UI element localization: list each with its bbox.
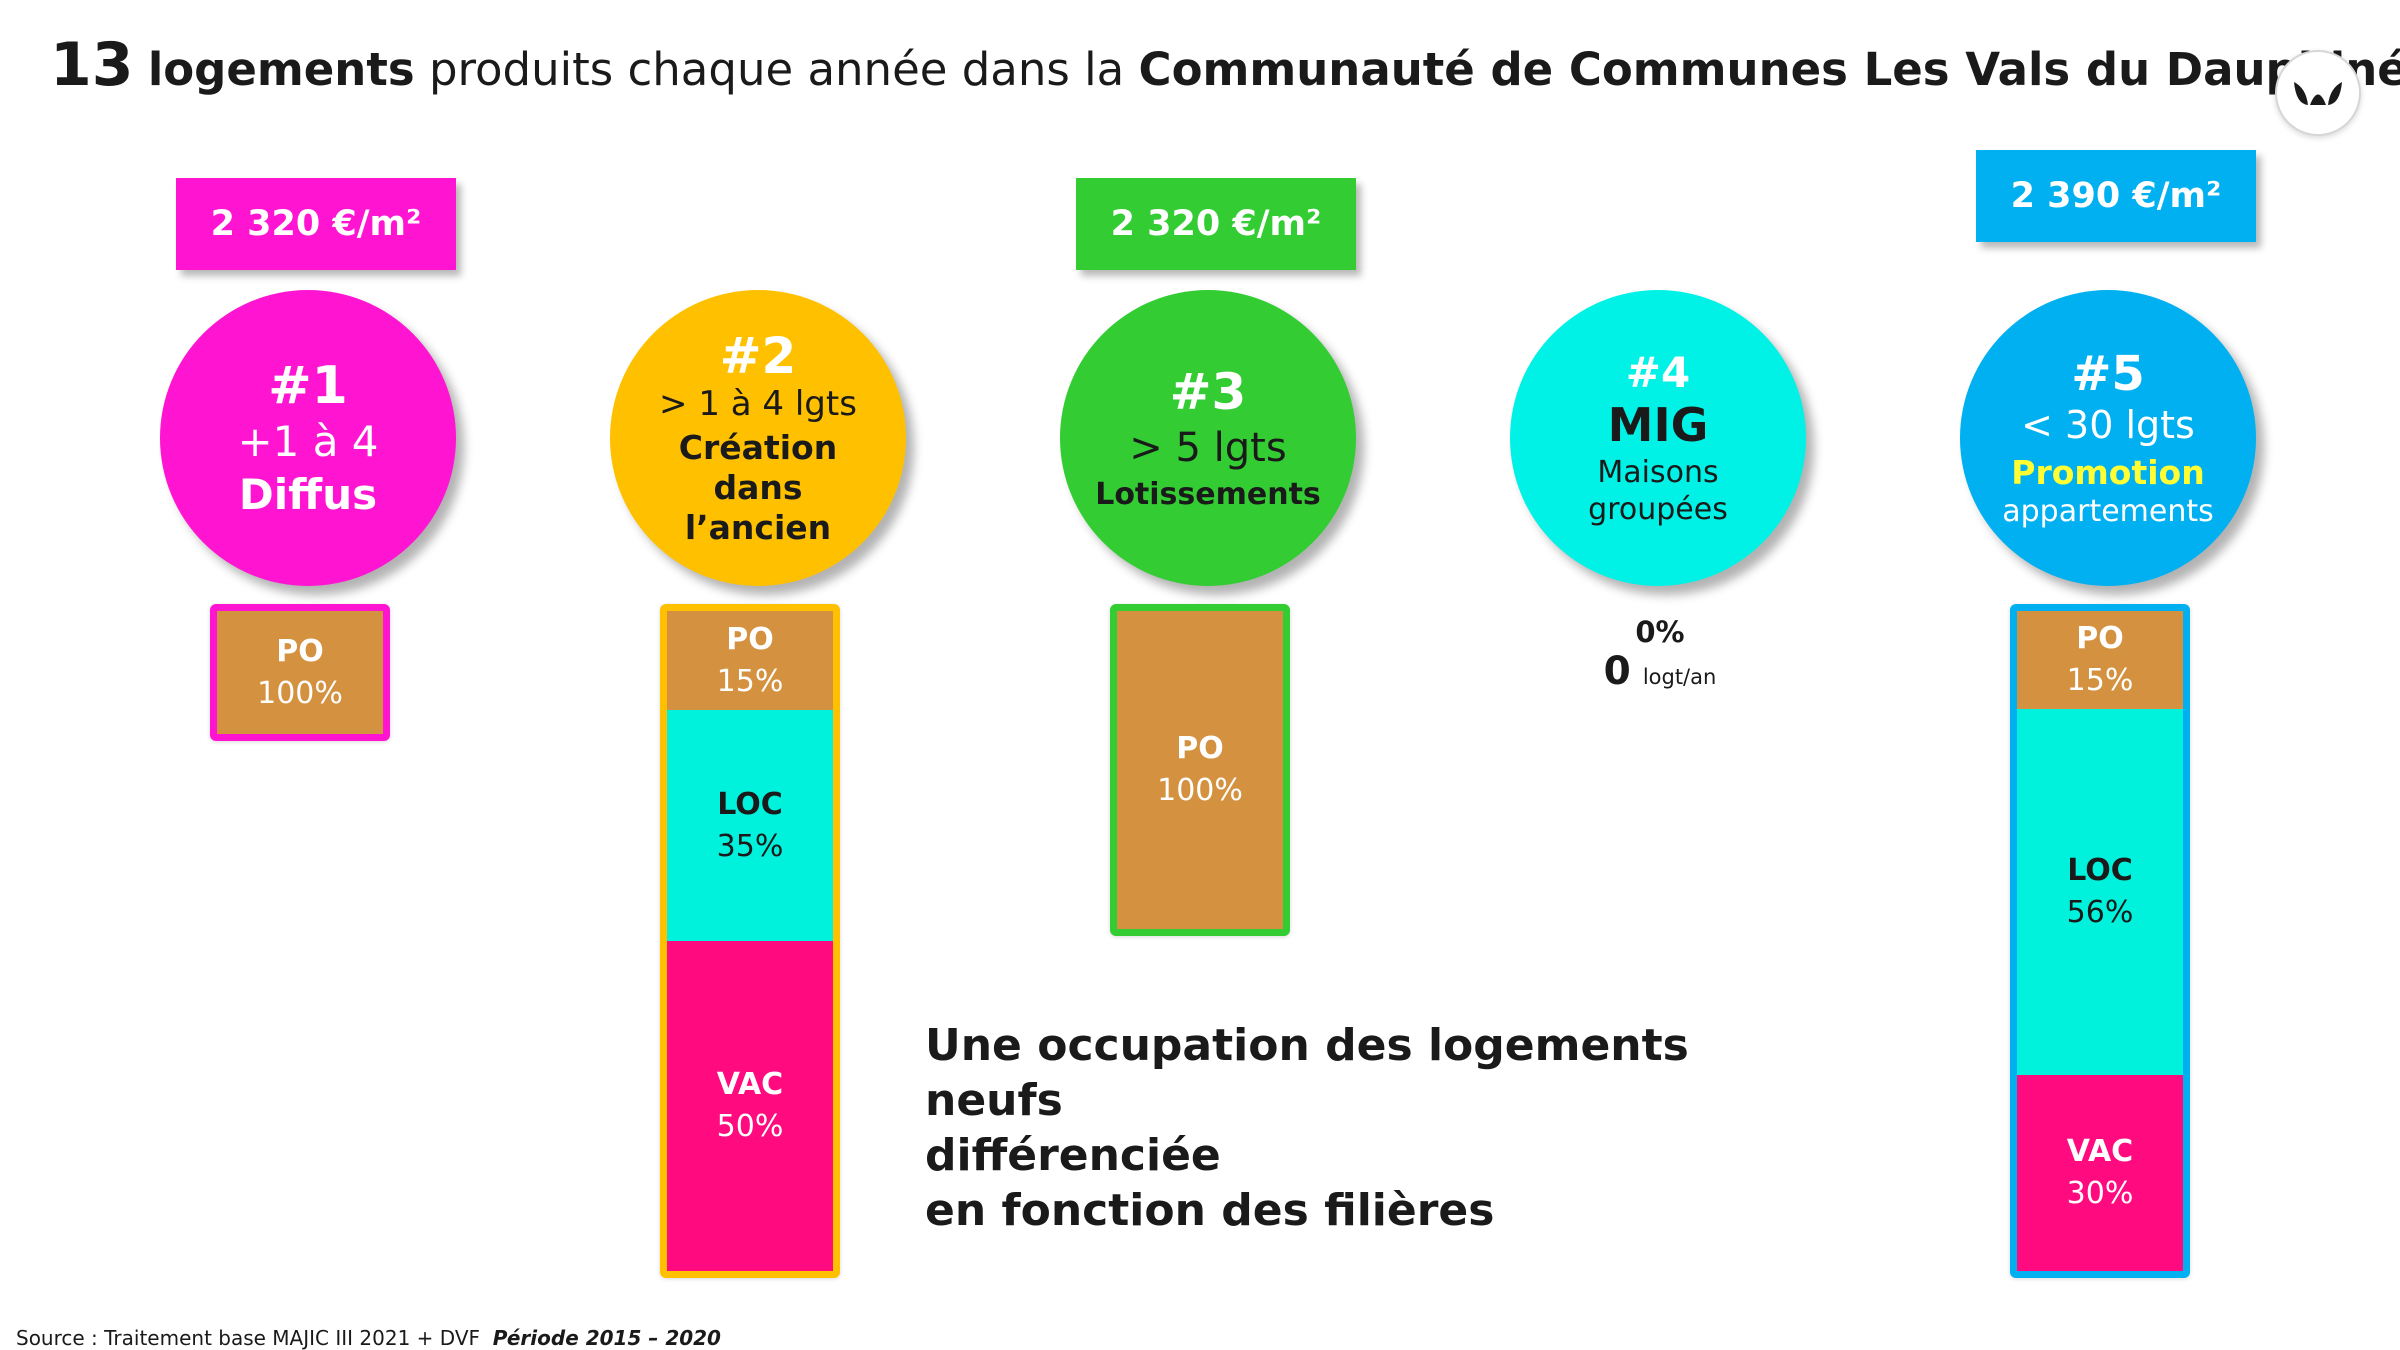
title-bold-community: Communauté de Communes Les Vals du Dauph… [1138, 43, 2400, 96]
segment-label: PO [1176, 731, 1224, 766]
segment-label: VAC [716, 1067, 784, 1102]
circle-line2: Promotion [2011, 452, 2205, 492]
segment-value: 100% [257, 675, 343, 711]
annotation-line2: différenciée [925, 1130, 1221, 1181]
bar-segment-loc: LOC 35% [667, 710, 833, 941]
segment-value: 30% [2066, 1175, 2134, 1211]
source-period: Période 2015 – 2020 [492, 1326, 721, 1350]
circle-rank: #2 [719, 327, 797, 386]
circle-line3: groupées [1588, 492, 1728, 528]
circle-line1: < 30 lgts [2021, 402, 2195, 447]
circle-line2: Création [678, 427, 838, 467]
circle-line2: Lotissements [1095, 477, 1321, 512]
annotation-line3: en fonction des filières [925, 1185, 1495, 1236]
annotation-text: Une occupation des logements neufs diffé… [925, 1018, 1825, 1238]
logo [2275, 50, 2361, 136]
segment-value: 35% [716, 828, 784, 864]
bar-segment-vac: VAC 30% [2017, 1074, 2183, 1271]
price-box-3: 2 320 €/m² [1076, 178, 1356, 270]
title-bold-logements: logements [147, 43, 415, 96]
price-value: 2 320 €/m² [1110, 204, 1322, 244]
segment-label: VAC [2066, 1133, 2134, 1169]
circle-line3: dans [713, 468, 803, 508]
bar-segment-vac: VAC 50% [667, 941, 833, 1271]
page-title: 13 logements produits chaque année dans … [50, 30, 2400, 105]
circle-line2: Maisons [1597, 455, 1719, 491]
circle-rank: #4 [1625, 347, 1691, 397]
filiere-circle-5: #5 < 30 lgts Promotion appartements [1960, 290, 2256, 586]
title-normal-text: produits chaque année dans la [428, 43, 1125, 96]
circle-line2: Diffus [238, 469, 378, 519]
circle-line1: MIG [1607, 397, 1709, 452]
circle-line1: +1 à 4 [237, 417, 379, 467]
bar-segment-po: PO 15% [2017, 611, 2183, 710]
circle-line1: > 1 à 4 lgts [659, 384, 857, 425]
zero-percent: 0% [1635, 615, 1685, 649]
stacked-bar-2: PO 15% LOC 35% VAC 50% [660, 604, 840, 1278]
segment-value: 56% [2066, 894, 2134, 930]
circle-rank: #5 [2071, 346, 2145, 403]
zero-unit: logt/an [1642, 665, 1717, 689]
price-value: 2 390 €/m² [2010, 176, 2222, 216]
filiere-circle-4: #4 MIG Maisons groupées [1510, 290, 1806, 586]
circle-rank: #1 [268, 356, 348, 417]
bar-segment-po: PO 15% [667, 611, 833, 710]
source-note: Source : Traitement base MAJIC III 2021 … [16, 1326, 721, 1350]
price-box-1: 2 320 €/m² [176, 178, 456, 270]
price-box-5: 2 390 €/m² [1976, 150, 2256, 242]
bar-segment-loc: LOC 56% [2017, 709, 2183, 1075]
filiere-circle-1: #1 +1 à 4 Diffus [160, 290, 456, 586]
source-text: Source : Traitement base MAJIC III 2021 … [16, 1326, 481, 1350]
segment-value: 50% [716, 1109, 784, 1144]
segment-label: PO [2076, 621, 2124, 656]
circle-rank: #3 [1169, 363, 1247, 421]
circle-line4: l’ancien [684, 508, 832, 548]
filiere-circle-2: #2 > 1 à 4 lgts Création dans l’ancien [610, 290, 906, 586]
segment-label: PO [726, 621, 774, 657]
leaf-logo-icon [2294, 82, 2342, 105]
filiere-circle-3: #3 > 5 lgts Lotissements [1060, 290, 1356, 586]
segment-label: PO [276, 633, 324, 669]
segment-value: 15% [716, 663, 784, 699]
segment-value: 100% [1157, 773, 1243, 808]
segment-label: LOC [2067, 852, 2133, 888]
segment-label: LOC [717, 786, 783, 822]
title-number: 13 [50, 30, 134, 100]
bar-segment-po: PO 100% [217, 611, 383, 734]
annotation-line1: Une occupation des logements neufs [925, 1020, 1689, 1126]
bar-segment-po: PO 100% [1117, 611, 1283, 929]
circle-line3: appartements [2002, 493, 2214, 529]
circle-line1: > 5 lgts [1129, 425, 1287, 471]
stacked-bar-3: PO 100% [1110, 604, 1290, 936]
segment-value: 15% [2066, 663, 2134, 698]
zero-count: 0 [1603, 649, 1631, 694]
price-value: 2 320 €/m² [210, 204, 422, 244]
stacked-bar-5: PO 15% LOC 56% VAC 30% [2010, 604, 2190, 1278]
stacked-bar-1: PO 100% [210, 604, 390, 741]
zero-indicator-4: 0% 0 logt/an [1550, 615, 1770, 694]
